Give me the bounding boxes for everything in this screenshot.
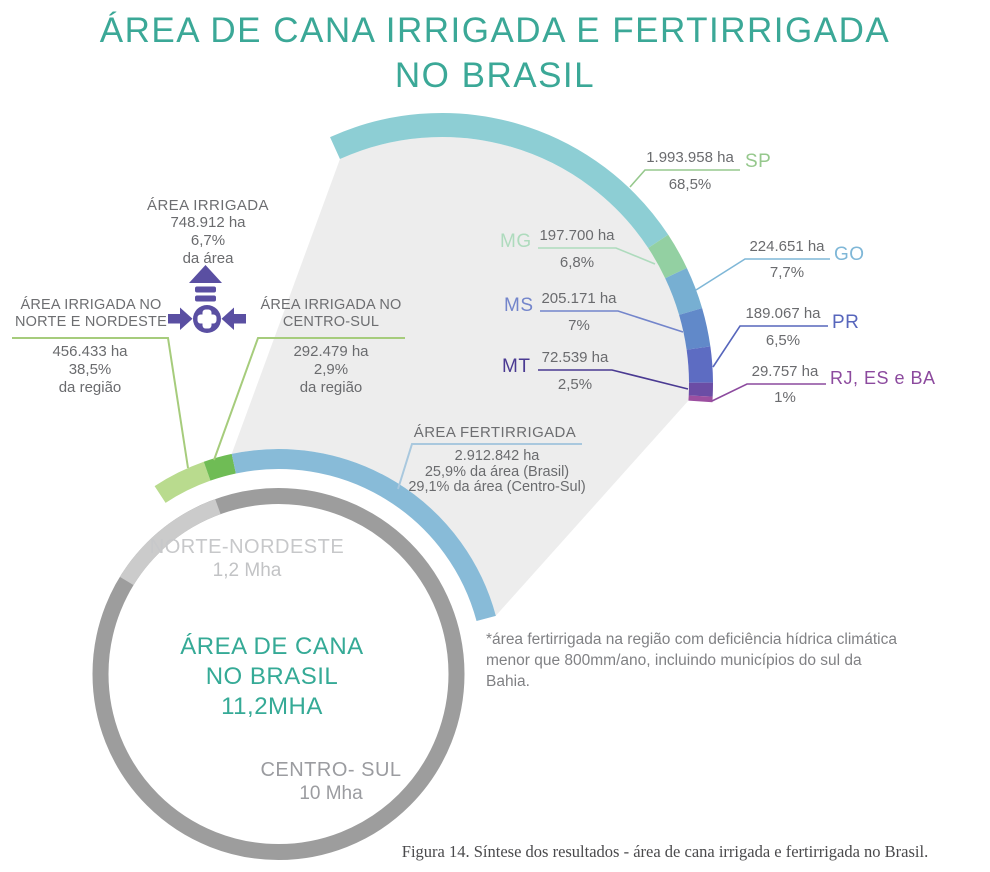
arc-segment-MS bbox=[679, 308, 711, 350]
pr-pct: 6,5% bbox=[765, 332, 801, 349]
irrigada-nn-label-line2: NORTE E NORDESTE bbox=[15, 313, 167, 330]
magnifier-wedge bbox=[231, 136, 689, 616]
donut-cs-value: 10 Mha bbox=[299, 783, 363, 804]
irrigada-nn-label-line1: ÁREA IRRIGADA NO bbox=[20, 297, 162, 313]
irrigada-cs-label-line1: ÁREA IRRIGADA NO bbox=[260, 297, 402, 313]
ms-pct: 7% bbox=[568, 317, 590, 334]
irrigada-nn-suffix: da região bbox=[58, 379, 122, 396]
ms-code: MS bbox=[504, 295, 534, 316]
arc-segment-PR bbox=[686, 346, 713, 383]
donut-nn-labels: NORTE-NORDESTE 1,2 Mha bbox=[147, 535, 347, 583]
fertirrigada-pct-cs: 29,1% da área (Centro-Sul) bbox=[408, 479, 586, 495]
footnote-line1: *área fertirrigada na região com deficiê… bbox=[486, 631, 897, 648]
mt-ha: 72.539 ha bbox=[541, 349, 609, 366]
mg-leader-line bbox=[538, 247, 656, 265]
ms-leader-line bbox=[540, 310, 684, 333]
irrigada-cs-suffix: da região bbox=[299, 379, 363, 396]
mg-code: MG bbox=[500, 231, 532, 252]
mg-ha: 197.700 ha bbox=[539, 227, 615, 244]
go-ha: 224.651 ha bbox=[749, 238, 825, 255]
arc-segment-SP bbox=[330, 113, 669, 249]
fertirrigada-leader-line bbox=[397, 443, 582, 490]
mg-pct: 6,8% bbox=[559, 254, 595, 271]
rj-es-ba-ha: 29.757 ha bbox=[751, 363, 819, 380]
area-irrigada-total-block: ÁREA IRRIGADA 748.912 ha 6,7% da área bbox=[118, 197, 298, 268]
sp-leader-line bbox=[629, 169, 740, 188]
converge-plus-icon bbox=[168, 305, 246, 333]
donut-cs-labels: CENTRO- SUL 10 Mha bbox=[231, 758, 431, 806]
pr-ha: 189.067 ha bbox=[745, 305, 821, 322]
donut-ring-centro-sul bbox=[92, 488, 465, 860]
donut-ring-norte-nordeste bbox=[119, 499, 221, 586]
area-irrigada-suffix: da área bbox=[182, 250, 234, 267]
donut-center-line2: NO BRASIL bbox=[205, 663, 339, 690]
irrigada-cs-values: 292.479 ha 2,9% da região bbox=[250, 343, 412, 397]
band-irrigada-norte-nordeste bbox=[154, 461, 211, 503]
mt-leader-line bbox=[538, 369, 689, 390]
irrigada-cs-pct: 2,9% bbox=[313, 361, 349, 378]
go-pct: 7,7% bbox=[769, 264, 805, 281]
nn-leader-line bbox=[12, 337, 189, 469]
fertirrigada-label: ÁREA FERTIRRIGADA bbox=[413, 424, 577, 441]
rj-leader-line bbox=[711, 383, 826, 402]
donut-nn-value: 1,2 Mha bbox=[212, 560, 282, 581]
donut-center-line1: ÁREA DE CANA bbox=[180, 633, 364, 660]
irrigada-nn-label: ÁREA IRRIGADA NO NORTE E NORDESTE bbox=[0, 297, 182, 330]
fertirrigada-pct-brasil: 25,9% da área (Brasil) bbox=[424, 463, 570, 480]
overlay-band bbox=[154, 449, 496, 621]
irrigada-cs-label-line2: CENTRO-SUL bbox=[282, 313, 380, 330]
area-irrigada-pct: 6,7% bbox=[190, 232, 226, 249]
rj-es-ba-code: RJ, ES e BA bbox=[830, 368, 936, 388]
irrigada-nn-ha: 456.433 ha bbox=[52, 343, 128, 360]
area-irrigada-ha: 748.912 ha bbox=[170, 214, 246, 231]
irrigada-nn-pct: 38,5% bbox=[68, 361, 112, 378]
figure-caption: Figura 14. Síntese dos resultados - área… bbox=[401, 842, 929, 861]
irrigada-cs-label: ÁREA IRRIGADA NO CENTRO-SUL bbox=[245, 297, 417, 330]
donut-center-line3: 11,2MHA bbox=[221, 693, 323, 720]
go-leader-line bbox=[695, 258, 830, 291]
figure-title-line2: NO BRASIL bbox=[394, 56, 596, 95]
irrigada-nn-values: 456.433 ha 38,5% da região bbox=[5, 343, 175, 397]
pr-code: PR bbox=[832, 312, 860, 333]
mt-code: MT bbox=[502, 356, 531, 377]
area-irrigada-label: ÁREA IRRIGADA bbox=[147, 197, 269, 214]
fertirrigada-ha: 2.912.842 ha bbox=[454, 448, 540, 464]
arc-segment-GO bbox=[665, 267, 703, 316]
pr-leader-line bbox=[712, 325, 828, 368]
cs-leader-line bbox=[213, 337, 405, 461]
increase-arrow-icon bbox=[189, 265, 222, 302]
ms-ha: 205.171 ha bbox=[541, 290, 617, 307]
band-irrigada-centro-sul bbox=[203, 453, 237, 481]
mt-pct: 2,5% bbox=[557, 376, 593, 393]
figure-title-line1: ÁREA DE CANA IRRIGADA E FERTIRRIGADA bbox=[99, 11, 891, 50]
irrigada-cs-ha: 292.479 ha bbox=[293, 343, 369, 360]
sp-code: SP bbox=[745, 151, 772, 172]
donut-nn-name: NORTE-NORDESTE bbox=[149, 536, 345, 558]
go-code: GO bbox=[834, 244, 865, 265]
donut-center-text: ÁREA DE CANA NO BRASIL 11,2MHA bbox=[170, 632, 374, 722]
sp-ha: 1.993.958 ha bbox=[646, 149, 734, 166]
footnote-line2: menor que 800mm/ano, incluindo município… bbox=[486, 652, 862, 690]
footnote: *área fertirrigada na região com deficiê… bbox=[486, 629, 906, 692]
fertirrigada-values: 2.912.842 ha 25,9% da área (Brasil) 29,1… bbox=[392, 448, 602, 496]
donut-cs-name: CENTRO- SUL bbox=[260, 759, 402, 781]
donut-ring bbox=[92, 488, 465, 860]
rj-es-ba-pct: 1% bbox=[774, 389, 796, 406]
sp-pct: 68,5% bbox=[668, 176, 712, 193]
magnified-arc bbox=[330, 113, 713, 403]
band-fertirrigada bbox=[231, 449, 496, 621]
figure-title: ÁREA DE CANA IRRIGADA E FERTIRRIGADA NO … bbox=[0, 8, 990, 98]
arc-segment-MG bbox=[648, 234, 687, 279]
